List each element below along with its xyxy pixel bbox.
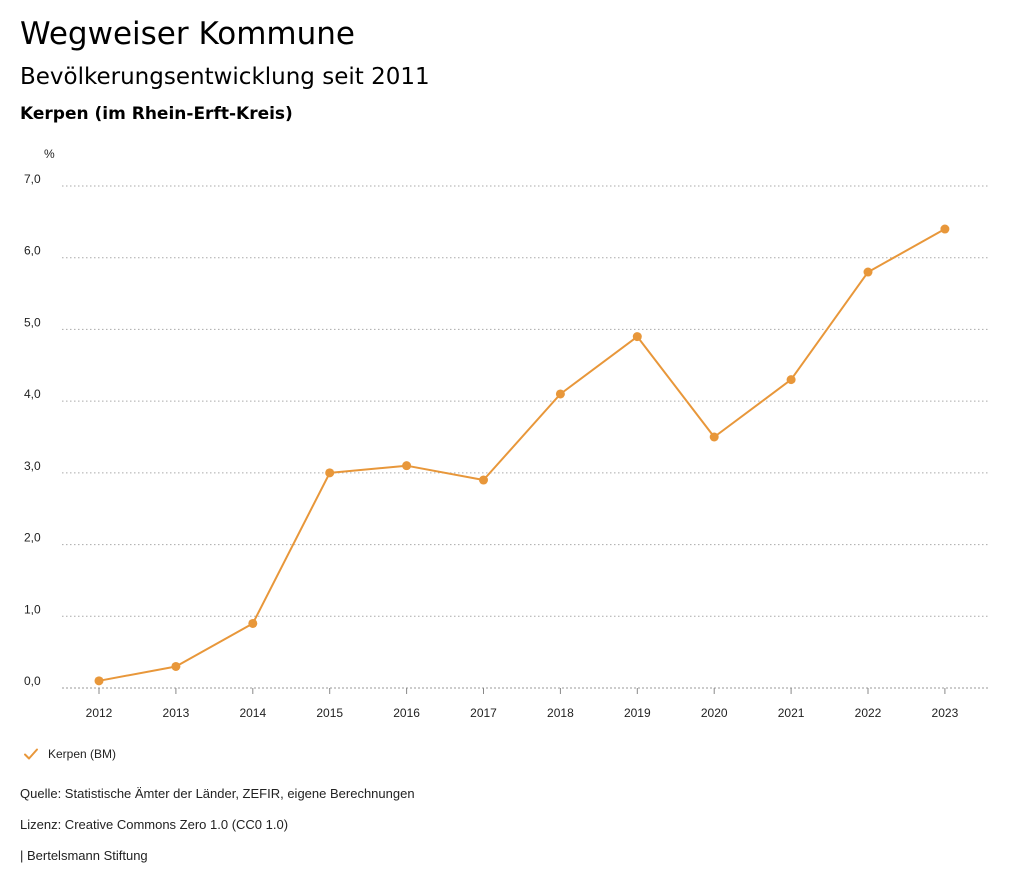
data-point[interactable] — [940, 224, 950, 234]
y-tick-label: 2,0 — [24, 531, 41, 545]
publisher-note: | Bertelsmann Stiftung — [20, 848, 148, 863]
data-point[interactable] — [94, 676, 104, 686]
data-point[interactable] — [479, 475, 488, 485]
y-tick-label: 1,0 — [24, 602, 41, 616]
x-tick-label: 2023 — [932, 706, 959, 720]
x-tick-label: 2016 — [393, 706, 420, 720]
data-point[interactable] — [709, 432, 719, 442]
legend[interactable]: Kerpen (BM) — [22, 746, 116, 762]
data-point[interactable] — [171, 661, 181, 671]
y-tick-label: 3,0 — [24, 459, 41, 473]
page-title: Wegweiser Kommune — [20, 16, 355, 52]
y-tick-label: 6,0 — [24, 244, 41, 258]
x-tick-label: 2017 — [470, 706, 497, 720]
x-tick-label: 2022 — [855, 706, 882, 720]
data-point[interactable] — [786, 375, 796, 385]
x-tick-label: 2021 — [778, 706, 805, 720]
data-point[interactable] — [325, 468, 335, 478]
data-point[interactable] — [248, 618, 258, 628]
y-tick-label: 4,0 — [24, 387, 41, 401]
y-tick-label: 0,0 — [24, 674, 41, 688]
series-line — [98, 228, 946, 682]
x-tick-label: 2014 — [239, 706, 266, 720]
license-note: Lizenz: Creative Commons Zero 1.0 (CC0 1… — [20, 817, 289, 832]
x-tick-label: 2020 — [701, 706, 728, 720]
data-point[interactable] — [402, 461, 412, 471]
data-point[interactable] — [555, 389, 565, 399]
y-tick-label: 7,0 — [24, 172, 41, 186]
grid-lines — [62, 185, 990, 689]
legend-label: Kerpen (BM) — [48, 747, 117, 761]
x-tick-label: 2013 — [163, 706, 190, 720]
region-label: Kerpen (im Rhein-Erft-Kreis) — [20, 104, 293, 124]
x-axis-ticks: 2012 2013 2014 2015 2016 2017 2018 2019 2020 2021… — [86, 688, 959, 720]
x-tick-label: 2019 — [624, 706, 651, 720]
legend-check-icon — [24, 748, 38, 760]
x-tick-label: 2018 — [547, 706, 574, 720]
source-note: Quelle: Statistische Ämter der Länder, Z… — [20, 786, 415, 801]
x-tick-label: 2012 — [86, 706, 113, 720]
y-tick-label: 5,0 — [24, 315, 41, 329]
data-point[interactable] — [863, 267, 873, 277]
chart-subtitle: Bevölkerungsentwicklung seit 2011 — [20, 64, 430, 90]
series-layer — [94, 224, 950, 686]
y-axis-unit: % — [44, 147, 55, 161]
y-axis-ticks: 0,0 1,0 2,0 3,0 4,0 5,0 6,0 7,0 — [24, 172, 41, 688]
x-tick-label: 2015 — [316, 706, 343, 720]
data-point[interactable] — [632, 332, 642, 342]
line-chart: % 0,01,02,03,04,05,06,07,0 2012 2013 2014 2… — [24, 147, 990, 720]
